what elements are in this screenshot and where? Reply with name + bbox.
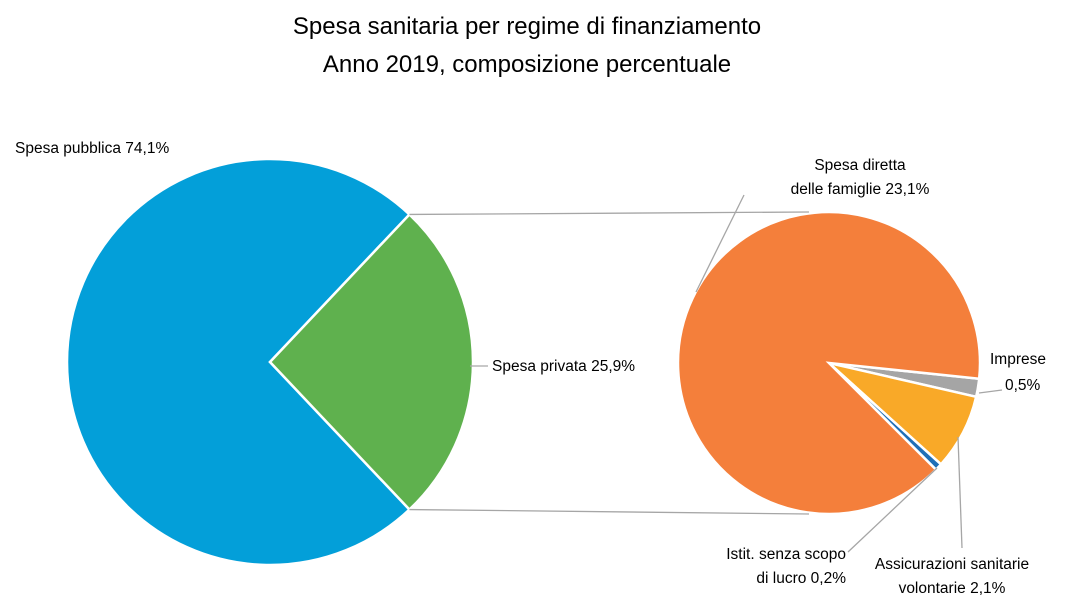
- data-label: Assicurazioni sanitarie volontarie 2,1%: [875, 556, 1029, 597]
- label-line: Spesa diretta: [814, 157, 906, 174]
- pie-slice: [65, 157, 412, 567]
- value-label: 25,9%: [587, 358, 635, 375]
- data-label: Istit. senza scopo di lucro 0,2%: [726, 546, 846, 587]
- data-label: Spesa privata 25,9%: [492, 358, 635, 375]
- leader-line: [978, 389, 1003, 394]
- connector-line: [409, 508, 810, 515]
- label-line: Imprese: [990, 351, 1046, 368]
- connector-line: [409, 211, 810, 216]
- data-label: Imprese 0,5%: [990, 351, 1046, 394]
- label-line: volontarie: [899, 580, 966, 597]
- label-line: Assicurazioni sanitarie: [875, 556, 1029, 573]
- label-line: Spesa pubblica: [15, 140, 121, 157]
- leader-line: [695, 194, 745, 293]
- chart-subtitle: Anno 2019, composizione percentuale: [323, 51, 731, 78]
- leader-line: [957, 436, 963, 549]
- label-line: Spesa privata: [492, 358, 587, 375]
- pie-slice: [268, 212, 475, 512]
- chart-title: Spesa sanitaria per regime di finanziame…: [293, 13, 761, 40]
- value-label: 74,1%: [121, 140, 169, 157]
- value-label: 2,1%: [966, 580, 1006, 597]
- value-label: 23,1%: [881, 181, 929, 198]
- label-line: Istit. senza scopo: [726, 546, 846, 563]
- data-label: Spesa diretta delle famiglie 23,1%: [791, 157, 930, 198]
- value-label: 0,2%: [806, 570, 846, 587]
- data-label: Spesa pubblica 74,1%: [15, 140, 169, 157]
- pie-slice: [676, 210, 982, 516]
- label-line: di lucro: [756, 570, 806, 587]
- label-line: delle famiglie: [791, 181, 881, 198]
- leader-line: [847, 467, 938, 553]
- value-label: 0,5%: [1005, 377, 1041, 394]
